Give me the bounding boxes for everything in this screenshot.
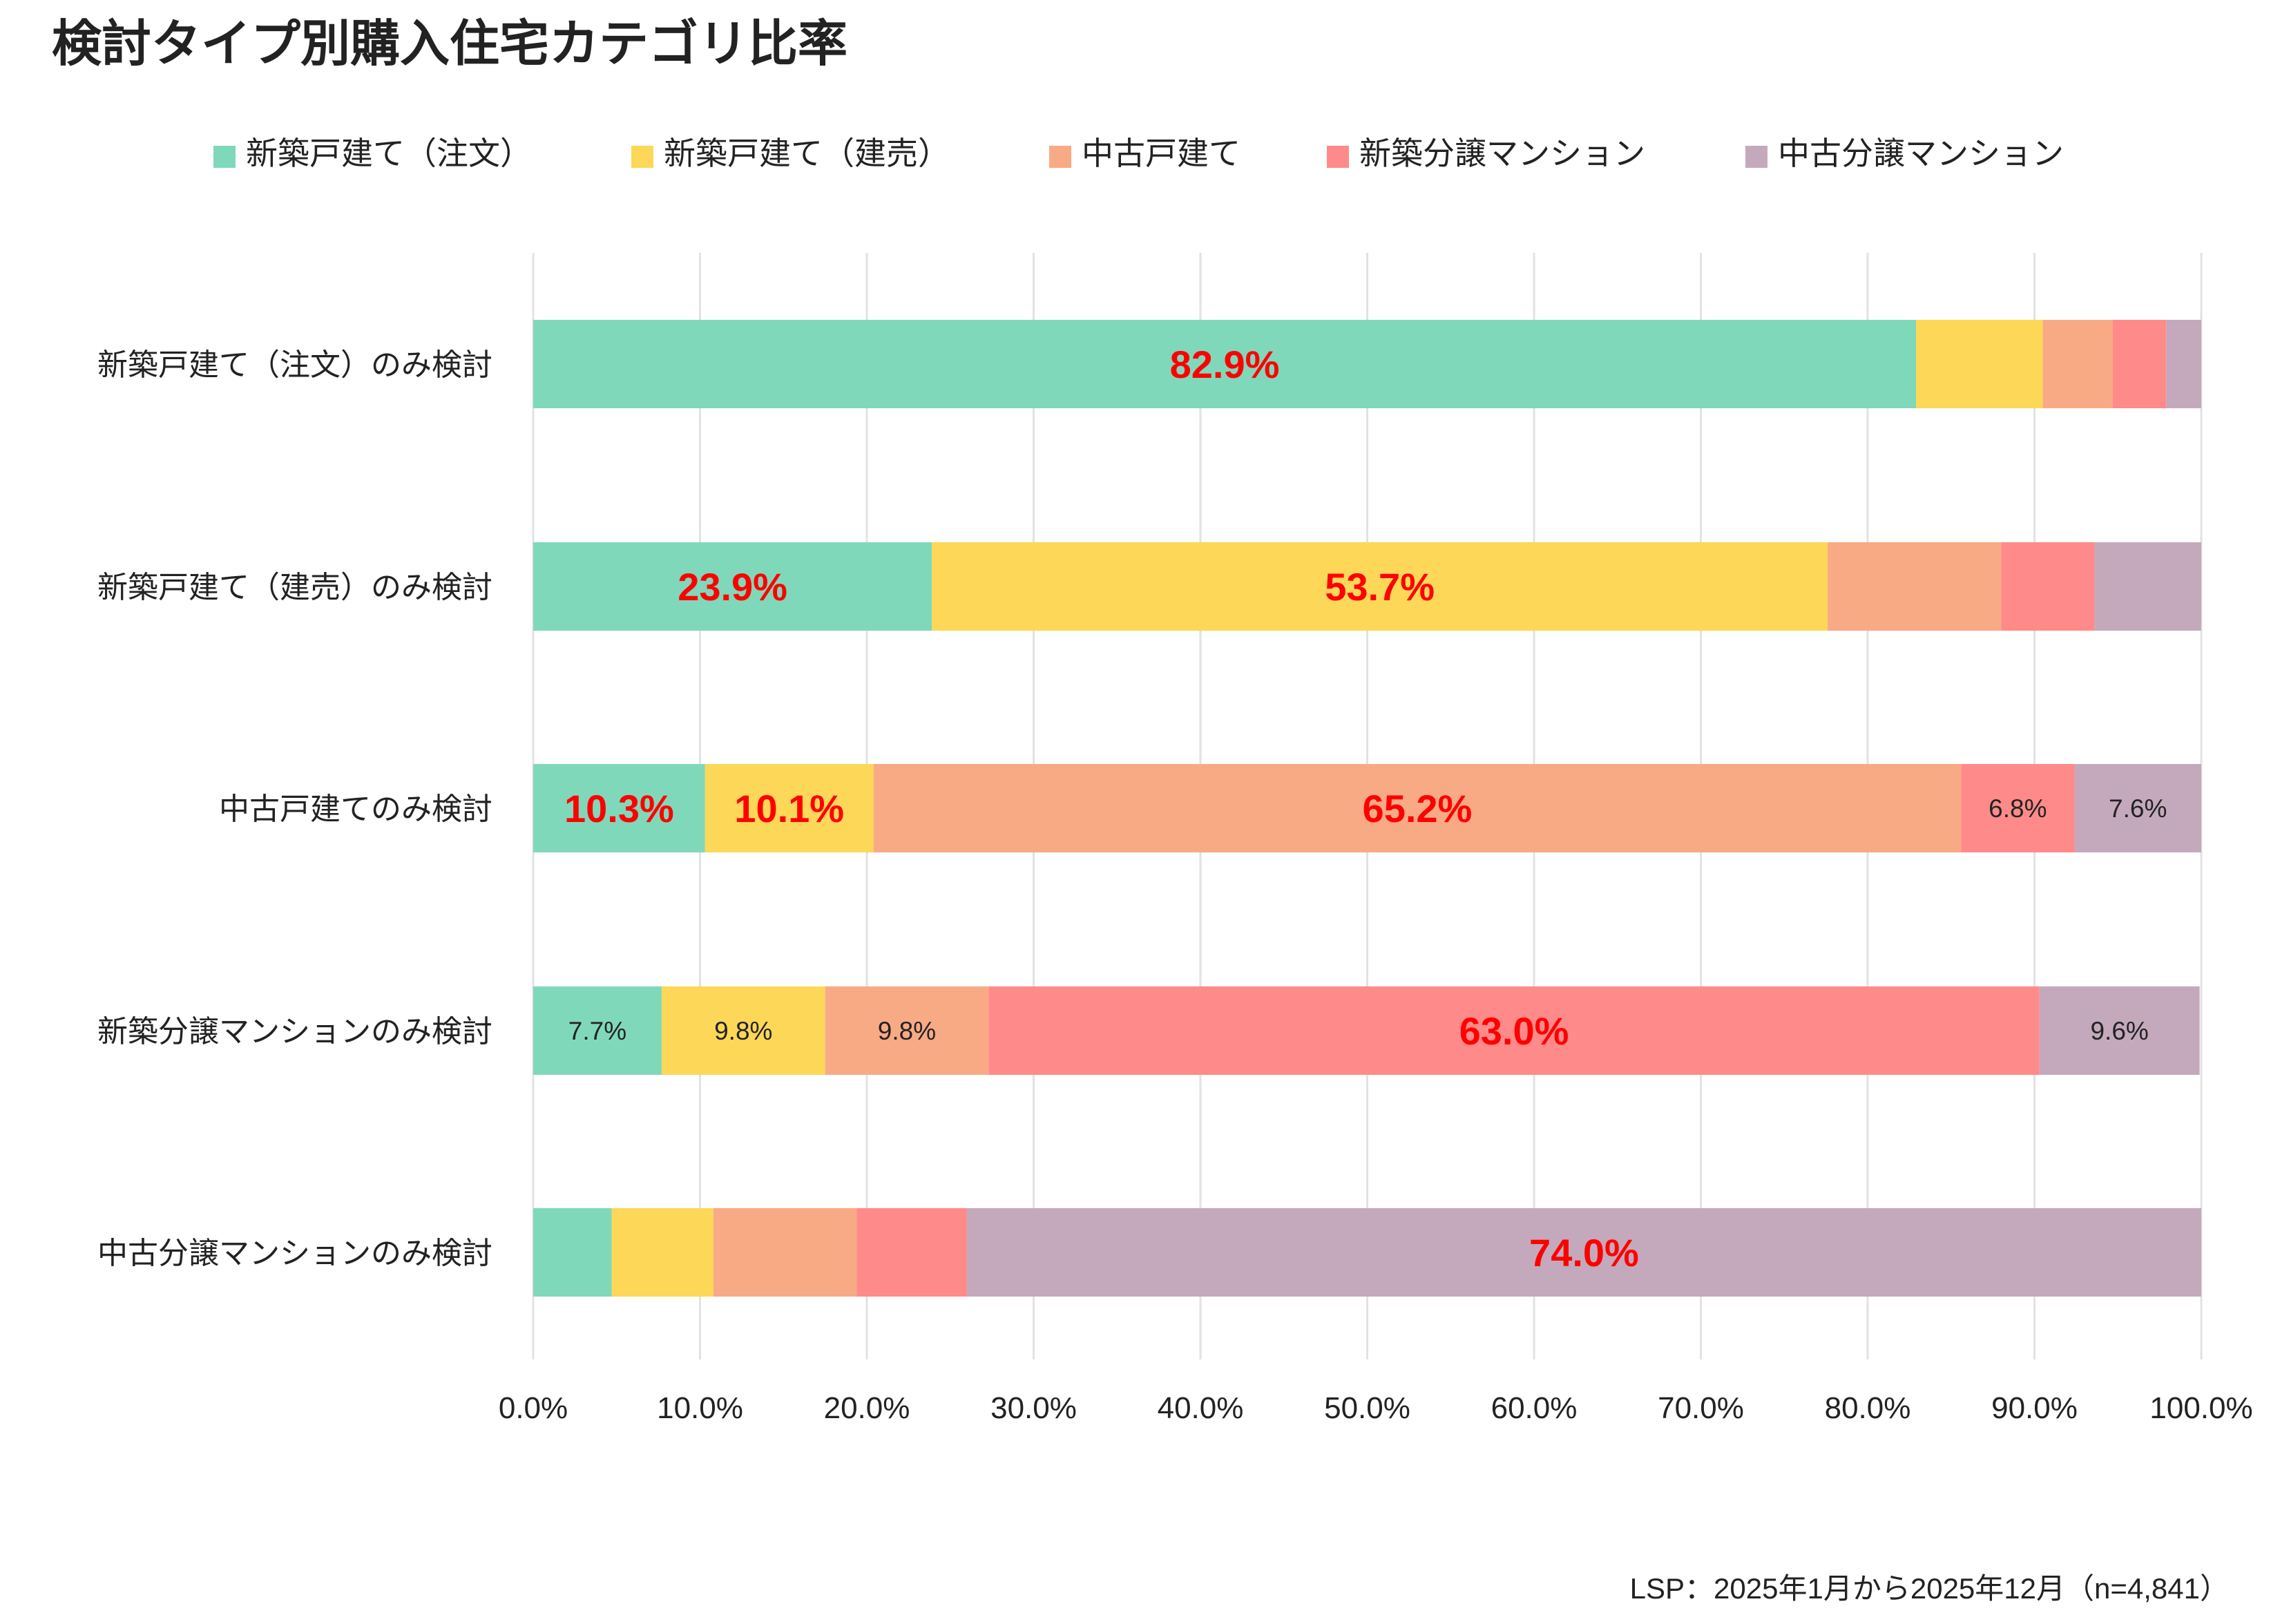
bar-segment [533, 320, 1917, 408]
bar-segment [825, 986, 989, 1075]
data-label: 65.2% [1363, 787, 1473, 830]
data-label: 10.3% [564, 787, 674, 830]
data-labels: 82.9% 23.9% 53.7% 10.3% 10.1% 65.2% 6.8% 7.6% 7.… [564, 343, 2167, 1274]
y-axis-label: 中古戸建てのみ検討 [219, 792, 492, 826]
bar-segment [873, 764, 1962, 852]
data-label: 9.6% [2090, 1017, 2148, 1045]
legend-swatch [631, 146, 653, 168]
x-tick-label: 60.0% [1491, 1391, 1578, 1425]
data-label: 9.8% [714, 1017, 772, 1045]
legend-label: 中古分譲マンション [1778, 135, 2064, 171]
bars [533, 320, 2201, 1297]
bar-segment [1828, 542, 2002, 631]
y-axis-label: 新築分譲マンションのみ検討 [97, 1015, 492, 1049]
bar-segment [2094, 542, 2201, 631]
x-axis-ticks: 0.0% 10.0% 20.0% 30.0% 40.0% 50.0% 60.0% 70.0% 8… [499, 1391, 2253, 1425]
chart-title: 検討タイプ別購入住宅カテゴリ比率 [52, 17, 847, 72]
x-tick-label: 20.0% [824, 1391, 910, 1425]
legend-swatch [1327, 146, 1349, 168]
x-tick-label: 10.0% [657, 1391, 743, 1425]
legend-label: 新築戸建て（注文） [246, 135, 532, 171]
bar-segment [533, 542, 932, 631]
bar-segment [966, 1208, 2201, 1297]
bar-segment [705, 764, 874, 852]
bar-segment [713, 1208, 857, 1297]
data-label: 6.8% [1989, 794, 2047, 823]
bar-segment [988, 986, 2040, 1075]
x-tick-label: 100.0% [2149, 1391, 2252, 1425]
x-tick-label: 70.0% [1658, 1391, 1744, 1425]
legend-label: 中古戸建て [1082, 135, 1240, 171]
footnote: LSP：2025年1月から2025年12月（n=4,841） [1630, 1572, 2229, 1605]
legend-swatch [1745, 146, 1768, 168]
data-label: 63.0% [1459, 1009, 1569, 1053]
bar-segment [533, 986, 662, 1075]
x-tick-label: 90.0% [1991, 1391, 2078, 1425]
bar-segment [856, 1208, 967, 1297]
bar-segment [1916, 320, 2043, 408]
bar-segment [1961, 764, 2075, 852]
y-axis-label: 中古分譲マンションのみ検討 [97, 1236, 492, 1270]
bar-segment [661, 986, 825, 1075]
x-tick-label: 80.0% [1825, 1391, 1911, 1425]
bar-segment [2166, 320, 2201, 408]
bar-segment [2039, 986, 2200, 1075]
bar-segment [2001, 542, 2095, 631]
data-label: 7.6% [2109, 794, 2167, 823]
data-label: 10.1% [734, 787, 844, 830]
legend-swatch [1049, 146, 1071, 168]
legend-swatch [213, 146, 236, 168]
bar-segment [533, 764, 705, 852]
bar-segment [932, 542, 1828, 631]
bar-segment [2113, 320, 2167, 408]
data-label: 23.9% [678, 565, 787, 609]
data-label: 82.9% [1170, 343, 1280, 386]
data-label: 53.7% [1325, 565, 1435, 609]
data-label: 7.7% [568, 1017, 626, 1045]
x-tick-label: 30.0% [990, 1391, 1077, 1425]
bar-segment [611, 1208, 713, 1297]
y-axis-labels: 新築戸建て（注文）のみ検討新築戸建て（建売）のみ検討中古戸建てのみ検討新築分譲マ… [97, 348, 492, 1270]
bar-segment [2042, 320, 2114, 408]
y-axis-label: 新築戸建て（注文）のみ検討 [97, 348, 492, 382]
y-axis-label: 新築戸建て（建売）のみ検討 [97, 571, 492, 604]
bar-segment [2074, 764, 2201, 852]
bar-segment [533, 1208, 612, 1297]
x-tick-label: 40.0% [1158, 1391, 1244, 1425]
x-tick-label: 0.0% [499, 1391, 568, 1425]
data-label: 9.8% [878, 1017, 936, 1045]
data-label: 74.0% [1529, 1231, 1639, 1274]
legend-label: 新築戸建て（建売） [664, 135, 950, 171]
legend: 新築戸建て（注文） 新築戸建て（建売） 中古戸建て 新築分譲マンション 中古分譲マンショ… [213, 135, 2064, 171]
legend-label: 新築分譲マンション [1359, 135, 1645, 171]
x-tick-label: 50.0% [1324, 1391, 1410, 1425]
